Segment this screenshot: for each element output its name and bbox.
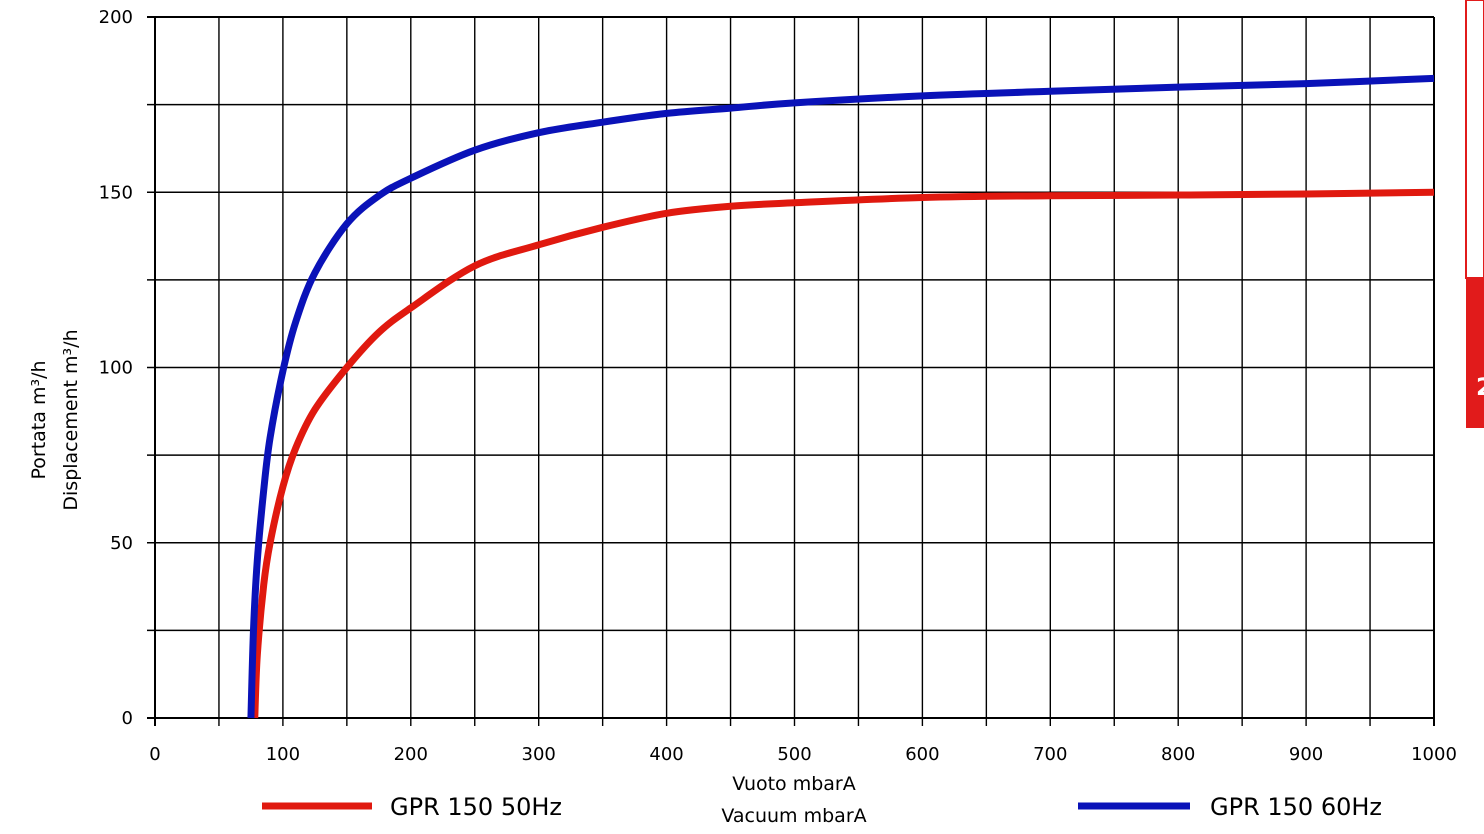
x-tick-label: 1000 [1411,744,1457,765]
x-axis-ticks: 0 100 200 300 400 500 600 700 800 900 1000 [149,744,1457,765]
x-axis-label-line-1: Vuoto mbarA [732,773,856,795]
y-tick-label: 200 [99,7,133,28]
legend-label-50hz: GPR 150 50Hz [390,793,562,821]
y-axis-label-line-1: Portata m³/h [28,360,50,479]
x-tick-label: 900 [1289,744,1323,765]
series-line-0 [251,188,1435,719]
x-axis-label-line-2: Vacuum mbarA [721,805,866,827]
x-tick-label: 500 [777,744,811,765]
x-tick-label: 0 [149,744,160,765]
y-axis-label-line-2: Displacement m³/h [60,329,82,510]
x-tick-label: 700 [1033,744,1067,765]
chart-grid [147,16,1435,726]
series-line-1 [247,74,1435,719]
y-tick-label: 50 [110,533,133,554]
y-tick-label: 100 [99,358,133,379]
y-tick-label: 0 [122,708,133,729]
x-tick-label: 100 [266,744,300,765]
legend-label-60hz: GPR 150 60Hz [1210,793,1382,821]
x-tick-label: 300 [522,744,556,765]
legend: GPR 150 50Hz GPR 150 60Hz [262,793,1382,821]
y-axis-ticks: 0 50 100 150 200 [99,7,133,729]
side-tab-frame [1465,0,1484,279]
x-tick-label: 400 [649,744,683,765]
side-tab-block [1466,278,1484,428]
chart-series [247,74,1435,719]
side-tab: 2 [1465,0,1484,428]
side-tab-number: 2 [1476,373,1484,401]
x-tick-label: 200 [394,744,428,765]
y-tick-label: 150 [99,182,133,203]
x-tick-label: 600 [905,744,939,765]
x-tick-label: 800 [1161,744,1195,765]
